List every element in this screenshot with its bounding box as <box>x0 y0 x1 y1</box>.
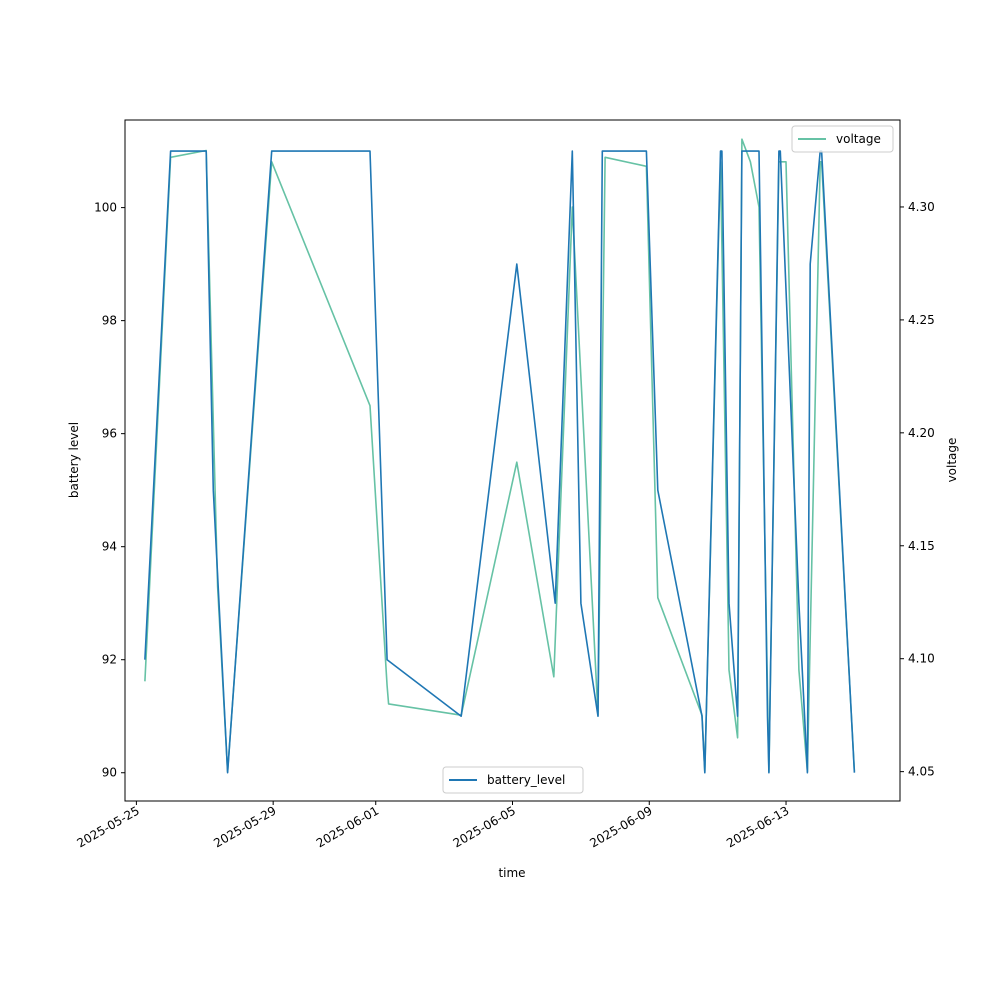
y-right-tick-label: 4.05 <box>908 765 935 779</box>
series-layer <box>144 138 856 774</box>
series-line-voltage <box>144 138 856 773</box>
y-right-tick-label: 4.10 <box>908 652 935 666</box>
y-right-tick-label: 4.20 <box>908 426 935 440</box>
legend-battery-level: battery_level <box>442 766 584 794</box>
legend-battery-level-label: battery_level <box>487 773 565 787</box>
y-left-tick-label: 92 <box>102 653 117 667</box>
y-left-tick-label: 90 <box>102 766 117 780</box>
y-axis-right: 4.05 4.10 4.15 4.20 4.25 4.30 <box>900 200 935 779</box>
y-right-tick-label: 4.15 <box>908 539 935 553</box>
legend-voltage: voltage <box>791 125 894 153</box>
y-axis-left: 90 92 94 96 98 100 <box>94 201 125 780</box>
y-left-tick-label: 98 <box>102 314 117 328</box>
y-axis-right-label: voltage <box>945 438 959 483</box>
y-left-tick-label: 94 <box>102 540 117 554</box>
legend-battery-level-box <box>442 766 584 794</box>
y-axis-left-label: battery level <box>67 422 81 498</box>
legend-voltage-box <box>791 125 894 153</box>
y-right-tick-label: 4.30 <box>908 200 935 214</box>
y-left-tick-label: 100 <box>94 201 117 215</box>
y-right-tick-label: 4.25 <box>908 313 935 327</box>
y-left-tick-label: 96 <box>102 427 117 441</box>
series-line-battery-level <box>144 150 856 774</box>
legend-voltage-label: voltage <box>836 132 881 146</box>
x-axis-label: time <box>498 866 525 880</box>
